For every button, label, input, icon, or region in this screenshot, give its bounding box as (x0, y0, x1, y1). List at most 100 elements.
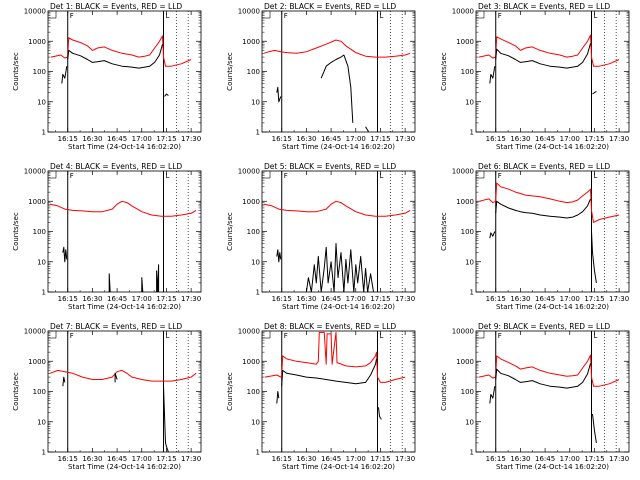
panel-det-5: Det 5: BLACK = Events, RED = LLD 1 10 100 10… (226, 162, 416, 311)
marker-l-label: L (379, 172, 383, 180)
y-axis-label: Counts/sec (440, 372, 448, 411)
lld-series-line (478, 182, 620, 223)
plot-frame (261, 10, 416, 133)
x-axis-label: Start Time (24-Oct-14 16:02:20) (496, 463, 609, 471)
y-tick-label: 1 (42, 449, 46, 457)
x-tick-label: 16:45 (535, 295, 555, 303)
panel-title: Det 4: BLACK = Events, RED = LLD (50, 162, 182, 171)
y-axis-label: Counts/sec (12, 212, 20, 251)
panel-title: Det 6: BLACK = Events, RED = LLD (478, 162, 610, 171)
y-tick-label: 100 (247, 388, 260, 396)
marker-f-label: F (498, 332, 502, 340)
y-tick-label: 100 (461, 228, 474, 236)
x-tick-label: 17:30 (609, 295, 629, 303)
x-tick-label: 16:15 (58, 135, 78, 143)
x-tick-label: 16:45 (321, 135, 341, 143)
x-tick-label: 16:15 (486, 135, 506, 143)
x-tick-label: 16:30 (296, 135, 316, 143)
y-tick-label: 1 (42, 289, 46, 297)
y-tick-label: 1000 (242, 38, 260, 46)
y-tick-label: 10000 (452, 8, 474, 16)
plot-frame (475, 170, 630, 293)
y-tick-label: 100 (461, 68, 474, 76)
events-series-line (320, 54, 354, 123)
y-axis-label: Counts/sec (12, 52, 20, 91)
events-series-line (489, 386, 496, 404)
events-series-line (495, 43, 591, 69)
x-tick-label: 17:00 (132, 455, 152, 463)
y-tick-label: 10 (465, 258, 474, 266)
marker-f-label: F (70, 12, 74, 20)
events-series-line (276, 86, 282, 103)
x-tick-label: 17:30 (395, 135, 415, 143)
events-series-line (62, 376, 66, 387)
marker-l-label: L (593, 12, 597, 20)
events-series-line (281, 358, 377, 387)
x-axis-label: Start Time (24-Oct-14 16:02:20) (282, 463, 395, 471)
y-tick-label: 1 (256, 129, 260, 137)
events-series-line (591, 231, 597, 283)
x-tick-label: 17:15 (156, 295, 176, 303)
panel-title: Det 8: BLACK = Events, RED = LLD (264, 322, 396, 331)
y-tick-label: 1000 (28, 38, 46, 46)
y-tick-label: 10000 (238, 328, 260, 336)
lld-series-line (50, 35, 192, 67)
events-series-line (108, 273, 111, 292)
events-series-line (365, 126, 370, 132)
marker-l-label: L (593, 172, 597, 180)
events-series-line (141, 277, 144, 292)
panel-title: Det 1: BLACK = Events, RED = LLD (50, 2, 182, 11)
x-tick-label: 16:15 (272, 135, 292, 143)
events-series-line (489, 231, 496, 239)
x-tick-label: 17:00 (346, 455, 366, 463)
events-series-line (61, 66, 68, 84)
x-tick-label: 17:00 (560, 135, 580, 143)
x-tick-label: 16:30 (296, 455, 316, 463)
y-tick-label: 100 (461, 388, 474, 396)
x-axis-label: Start Time (24-Oct-14 16:02:20) (496, 143, 609, 151)
x-tick-label: 16:30 (510, 455, 530, 463)
panel-det-1: Det 1: BLACK = Events, RED = LLD 1 10 100 10… (12, 2, 202, 151)
marker-f-label: F (70, 172, 74, 180)
lld-series-line (264, 331, 406, 383)
panel-det-7: Det 7: BLACK = Events, RED = LLD 1 10 100 10… (12, 322, 202, 471)
x-axis-label: Start Time (24-Oct-14 16:02:20) (282, 143, 395, 151)
events-series-line (67, 44, 163, 69)
y-axis-label: Counts/sec (226, 52, 234, 91)
panel-det-3: Det 3: BLACK = Events, RED = LLD 1 10 100 10… (440, 2, 630, 151)
x-tick-label: 16:15 (58, 295, 78, 303)
x-tick-label: 16:15 (272, 455, 292, 463)
marker-f-label: F (284, 172, 288, 180)
marker-f-label: F (284, 332, 288, 340)
y-tick-label: 1000 (28, 198, 46, 206)
plot-frame (47, 170, 202, 293)
panel-title: Det 5: BLACK = Events, RED = LLD (264, 162, 396, 171)
x-tick-label: 17:30 (181, 295, 201, 303)
events-series-line (156, 264, 160, 292)
x-tick-label: 16:45 (321, 295, 341, 303)
x-tick-label: 16:45 (107, 135, 127, 143)
marker-l-label: L (165, 172, 169, 180)
x-tick-label: 16:45 (107, 295, 127, 303)
marker-l-label: L (165, 12, 169, 20)
y-axis-label: Counts/sec (226, 372, 234, 411)
plot-frame (475, 10, 630, 133)
panel-det-9: Det 9: BLACK = Events, RED = LLD 1 10 100 10… (440, 322, 630, 471)
y-tick-label: 10000 (238, 8, 260, 16)
x-tick-label: 17:00 (560, 295, 580, 303)
x-tick-label: 16:15 (486, 295, 506, 303)
x-tick-label: 17:30 (181, 455, 201, 463)
x-tick-label: 17:00 (346, 135, 366, 143)
y-tick-label: 10 (251, 258, 260, 266)
lld-series-line (263, 200, 411, 217)
x-tick-label: 17:15 (584, 455, 604, 463)
y-tick-label: 10 (37, 418, 46, 426)
marker-f-label: F (70, 332, 74, 340)
events-series-line (495, 198, 591, 219)
y-tick-label: 10 (465, 418, 474, 426)
